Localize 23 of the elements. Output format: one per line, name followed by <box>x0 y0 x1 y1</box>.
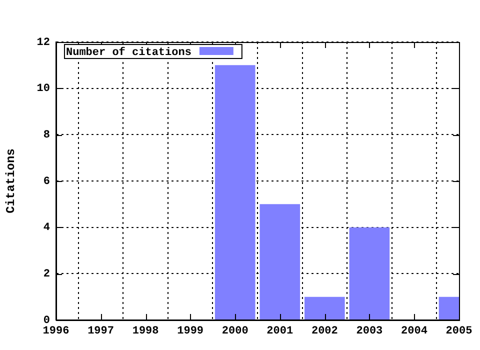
y-tick-label: 12 <box>36 36 50 49</box>
x-tick-label: 2000 <box>222 325 248 338</box>
y-tick-label: 8 <box>43 129 50 142</box>
x-tick-label: 2001 <box>266 325 294 338</box>
bar <box>260 204 300 320</box>
bar <box>349 227 390 320</box>
y-tick-label: 6 <box>43 176 50 188</box>
y-tick-label: 4 <box>43 222 50 234</box>
y-tick-label: 10 <box>36 83 50 96</box>
bar <box>214 65 256 320</box>
y-tick-label: 2 <box>43 268 50 280</box>
y-axis-title: Citations <box>4 148 18 214</box>
x-tick-label: 1998 <box>132 325 160 338</box>
x-tick-label: 1996 <box>42 325 70 338</box>
bar <box>304 296 345 320</box>
x-tick-label: 1999 <box>177 325 204 338</box>
legend-label: Number of citations <box>66 46 192 59</box>
x-tick-label: 2004 <box>401 325 428 338</box>
x-tick-label: 1997 <box>88 325 114 338</box>
x-tick-label: 2002 <box>311 325 338 338</box>
x-tick-label: 2003 <box>356 325 384 338</box>
x-tick-label: 2005 <box>446 325 473 338</box>
y-tick-label: 0 <box>43 314 50 327</box>
